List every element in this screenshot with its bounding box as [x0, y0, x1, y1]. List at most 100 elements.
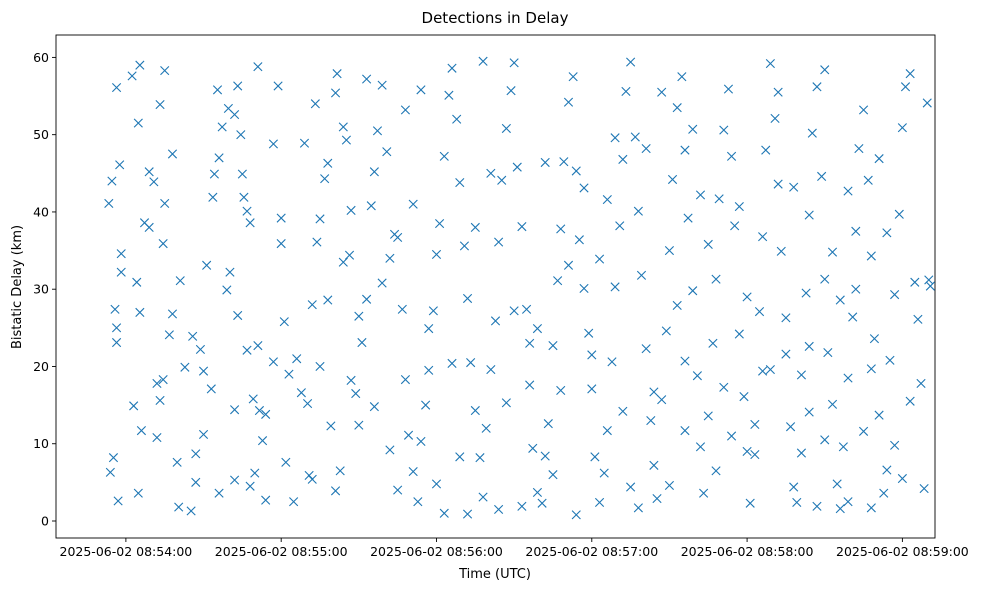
data-point	[116, 267, 126, 277]
data-point	[900, 82, 911, 92]
data-point	[512, 162, 522, 172]
data-point	[439, 508, 449, 518]
data-point	[315, 361, 325, 372]
data-point	[543, 419, 553, 429]
data-point	[198, 366, 209, 376]
data-point	[699, 488, 709, 498]
data-point	[132, 277, 142, 287]
data-point	[726, 431, 737, 441]
data-point	[261, 495, 271, 505]
data-point	[466, 358, 476, 368]
data-point	[155, 395, 165, 406]
data-point	[377, 80, 387, 90]
data-point	[289, 497, 299, 507]
data-point	[754, 307, 765, 317]
data-point	[848, 312, 858, 322]
data-point	[890, 290, 900, 300]
data-point	[745, 498, 755, 508]
data-point	[369, 167, 379, 177]
data-point	[571, 510, 581, 520]
data-point	[478, 56, 488, 66]
data-point	[894, 209, 904, 219]
data-point	[144, 222, 154, 232]
data-point	[302, 398, 313, 409]
y-tick-label: 20	[33, 359, 49, 374]
data-point	[714, 194, 724, 204]
data-point	[843, 373, 853, 383]
data-point	[180, 362, 190, 372]
y-tick-label: 40	[33, 204, 49, 219]
data-point	[621, 86, 631, 96]
data-point	[641, 344, 651, 354]
data-point	[792, 497, 802, 508]
data-point	[416, 436, 426, 447]
data-point	[393, 485, 403, 495]
data-point	[111, 323, 122, 333]
data-point	[820, 274, 830, 284]
data-point	[312, 237, 322, 247]
data-point	[292, 354, 302, 364]
data-point	[341, 135, 352, 145]
data-point	[284, 369, 294, 379]
data-point	[428, 306, 438, 316]
data-point	[683, 213, 693, 223]
data-point	[233, 310, 243, 321]
data-point	[459, 241, 470, 251]
data-point	[584, 328, 594, 338]
data-point	[858, 426, 869, 436]
data-point	[517, 501, 527, 511]
data-point	[335, 466, 345, 476]
data-point	[618, 154, 628, 164]
data-point	[726, 151, 737, 161]
data-point	[594, 254, 605, 264]
y-tick-label: 50	[33, 127, 49, 142]
data-point	[116, 249, 126, 259]
data-point	[770, 113, 780, 124]
data-point	[742, 292, 752, 302]
data-point	[501, 123, 511, 134]
data-point	[758, 232, 768, 242]
data-point	[135, 307, 145, 317]
data-point	[385, 253, 395, 263]
data-point	[796, 448, 807, 458]
data-point	[160, 65, 170, 76]
data-point	[708, 338, 718, 348]
data-point	[553, 276, 563, 286]
data-point	[268, 357, 279, 367]
data-point	[905, 396, 915, 406]
data-point	[677, 72, 687, 82]
data-point	[447, 358, 457, 368]
data-point	[664, 480, 675, 491]
data-point	[400, 375, 411, 385]
data-point	[607, 357, 617, 367]
data-point	[590, 452, 600, 462]
data-point	[212, 85, 223, 95]
data-point	[481, 423, 491, 433]
data-point	[332, 69, 342, 79]
data-point	[858, 105, 869, 115]
data-point	[587, 384, 597, 394]
data-point	[372, 126, 383, 136]
data-point	[447, 63, 457, 73]
data-point	[646, 415, 656, 426]
data-point	[111, 82, 122, 93]
data-point	[281, 457, 291, 467]
data-point	[773, 87, 783, 97]
data-point	[346, 205, 356, 215]
x-tick-label: 2025-06-02 08:57:00	[525, 544, 658, 559]
data-point	[408, 199, 418, 209]
data-point	[245, 218, 255, 228]
data-point	[626, 57, 636, 67]
y-tick-label: 0	[41, 514, 49, 529]
data-point	[506, 86, 516, 96]
data-point	[253, 341, 263, 351]
data-point	[115, 160, 125, 170]
data-point	[155, 99, 165, 110]
data-point	[470, 222, 480, 232]
data-point	[532, 324, 543, 334]
data-point	[462, 509, 473, 519]
data-point	[431, 479, 442, 489]
y-tick-label: 10	[33, 436, 49, 451]
data-point	[664, 245, 675, 256]
data-point	[424, 324, 434, 334]
